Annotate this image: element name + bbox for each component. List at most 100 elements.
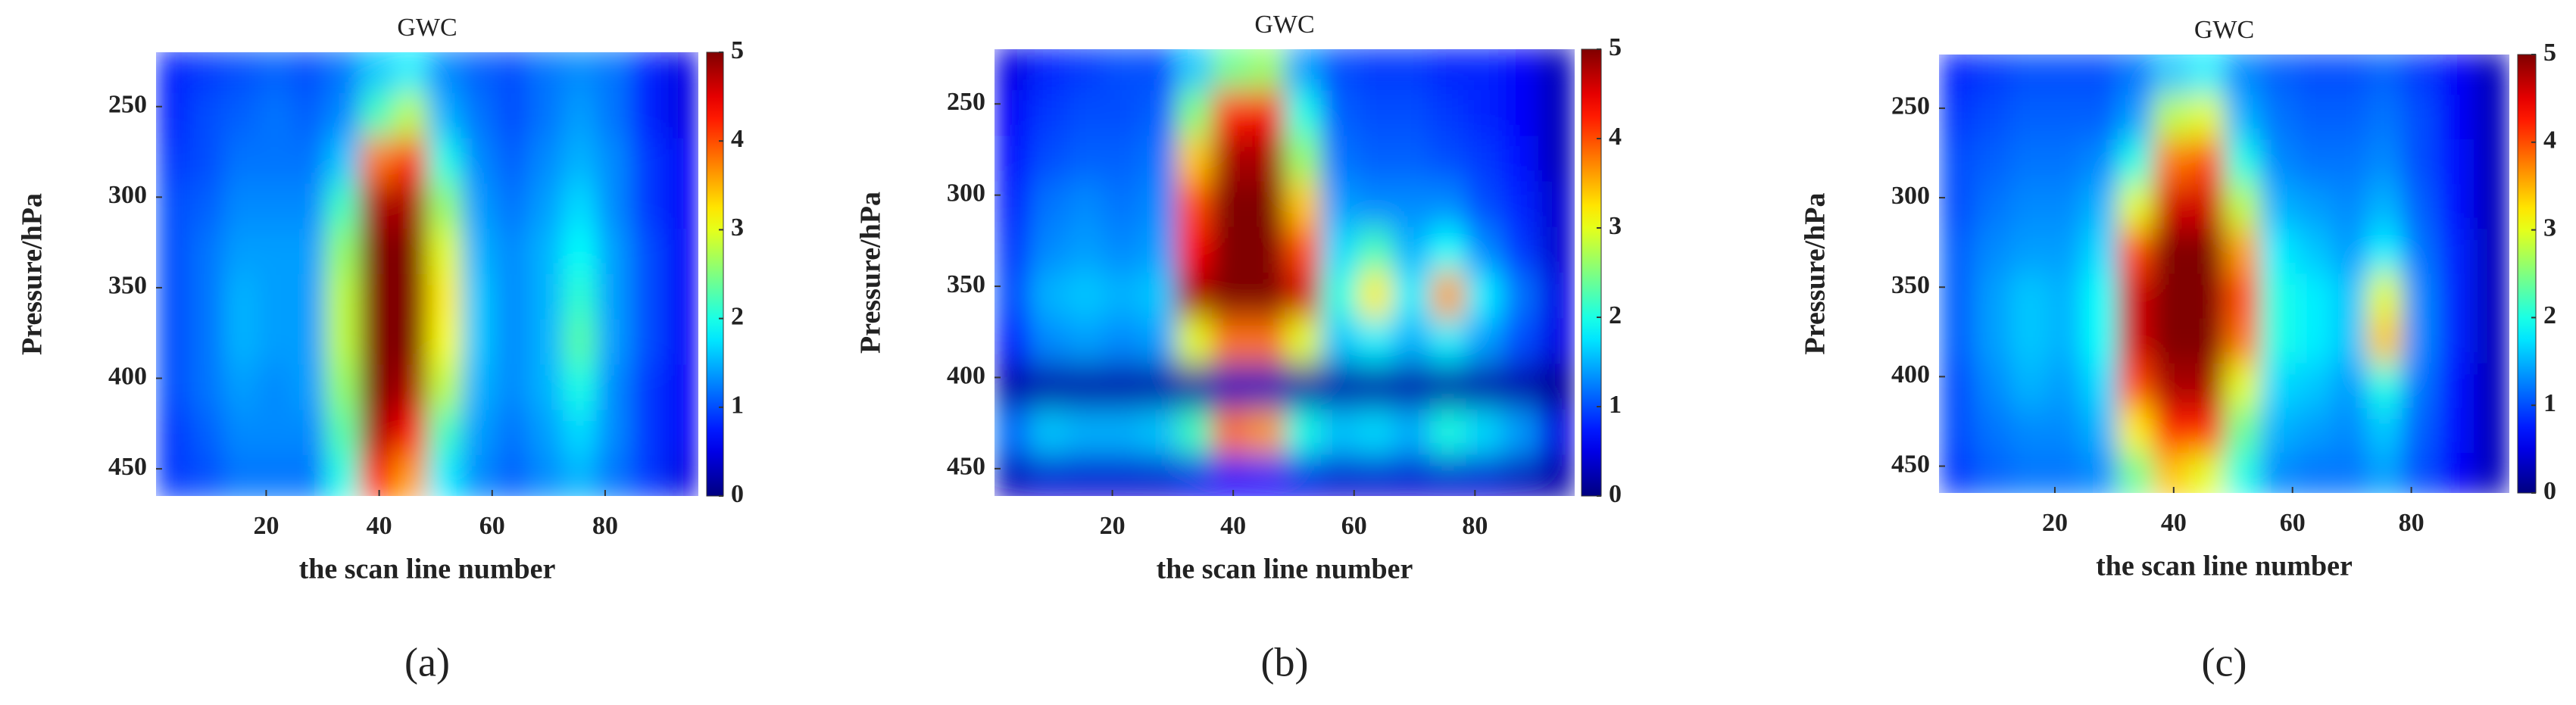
heatmap-cell <box>156 274 191 320</box>
heatmap-cell <box>258 364 292 411</box>
heatmap-cell <box>427 138 462 185</box>
heatmap-cell <box>156 92 191 139</box>
heatmap-cell <box>1939 363 1976 409</box>
heatmap-cell <box>1212 273 1250 320</box>
y-tick-label: 400 <box>947 361 985 389</box>
heatmap-cell <box>2081 55 2119 96</box>
heatmap-cell <box>664 410 698 457</box>
heatmap-cell <box>1975 95 2012 141</box>
heatmap-cell <box>393 183 428 230</box>
heatmap-cell <box>258 455 292 496</box>
heatmap-cell <box>1030 136 1068 182</box>
heatmap-cell <box>1320 318 1358 365</box>
x-tick-label: 60 <box>2280 509 2306 537</box>
heatmap-cell <box>2081 273 2119 320</box>
heatmap-cell <box>2473 318 2509 364</box>
heatmap-cell <box>325 319 361 366</box>
panel-label: (c) <box>2202 639 2247 685</box>
heatmap-cell <box>1176 409 1213 456</box>
heatmap-cell <box>1066 273 1104 320</box>
heatmap-cell <box>2010 55 2047 96</box>
heatmap-cell <box>529 229 564 275</box>
colorbar-tick-label: 0 <box>731 480 744 508</box>
heatmap-cell <box>1176 226 1213 273</box>
heatmap-cell <box>2259 452 2297 493</box>
heatmap-cell <box>2117 95 2154 141</box>
heatmap-cell <box>258 274 292 320</box>
heatmap-cell <box>1502 409 1540 456</box>
heatmap-cell <box>1538 363 1575 410</box>
heatmap-cell <box>393 229 428 275</box>
x-tick-label: 60 <box>1341 512 1367 540</box>
heatmap-cells <box>156 52 698 496</box>
heatmap-cell <box>359 455 395 496</box>
heatmap-cell <box>2402 452 2439 493</box>
heatmap-cell <box>2224 407 2261 454</box>
heatmap-cell <box>258 52 292 94</box>
heatmap-cell <box>1466 136 1503 182</box>
heatmap-cell <box>1939 452 1976 493</box>
heatmap-cell <box>1030 363 1068 410</box>
heatmap-cell <box>2259 318 2297 364</box>
heatmap-cell <box>1502 90 1540 137</box>
heatmap-cell <box>2117 139 2154 186</box>
heatmap-cell <box>1212 454 1250 496</box>
heatmap-cell <box>1139 136 1177 182</box>
heatmap-cell <box>1429 409 1467 456</box>
heatmap-cell <box>664 455 698 496</box>
heatmap-cell <box>2188 407 2225 454</box>
heatmap-cell <box>2117 407 2154 454</box>
heatmap-cell <box>1393 273 1431 320</box>
y-tick-label: 450 <box>1891 450 1930 478</box>
colorbar-tick-label: 4 <box>731 125 744 153</box>
y-axis-label: Pressure/hPa <box>1800 193 1831 355</box>
heatmap-cell <box>664 229 698 275</box>
heatmap-cell <box>1320 49 1358 92</box>
heatmap-cell <box>1466 49 1503 92</box>
heatmap-cell <box>1357 90 1394 137</box>
heatmap-cell <box>529 274 564 320</box>
heatmap-cell <box>2295 139 2332 186</box>
heatmap-cell <box>596 410 632 457</box>
heatmap-cell <box>1393 49 1431 92</box>
heatmap-cell <box>292 319 326 366</box>
heatmap-cell <box>427 52 462 94</box>
colorbar-tick-label: 5 <box>1609 33 1622 61</box>
heatmap-cell <box>1248 226 1285 273</box>
heatmap-cell <box>1030 454 1068 496</box>
heatmap-cell <box>1466 318 1503 365</box>
heatmap-cell <box>664 319 698 366</box>
heatmap-cell <box>1103 90 1141 137</box>
heatmap-cell <box>1139 454 1177 496</box>
heatmap-cell <box>325 455 361 496</box>
heatmap-cell <box>495 138 530 185</box>
heatmap-cell <box>1939 273 1976 320</box>
heatmap-cell <box>994 409 1032 456</box>
heatmap-cell <box>189 455 225 496</box>
x-tick-label: 60 <box>479 512 505 540</box>
heatmap-cell <box>1066 90 1104 137</box>
heatmap-cell <box>1502 136 1540 182</box>
heatmap-cell <box>1939 55 1976 96</box>
heatmap-cell <box>1139 363 1177 410</box>
heatmap-cell <box>664 183 698 230</box>
heatmap-cell <box>2117 363 2154 409</box>
heatmap-cell <box>1285 226 1322 273</box>
heatmap-cell <box>156 52 191 94</box>
y-tick-label: 400 <box>108 362 147 390</box>
heatmap-cell <box>2153 95 2190 141</box>
heatmap-cell <box>2224 452 2261 493</box>
heatmap-cell <box>1285 318 1322 365</box>
heatmap-cell <box>2081 184 2119 230</box>
heatmap-cell <box>664 364 698 411</box>
heatmap-cell <box>1466 409 1503 456</box>
chart-title: GWC <box>1254 11 1314 39</box>
heatmap-cell <box>2010 229 2047 275</box>
heatmap-cell <box>1429 273 1467 320</box>
colorbar-tick-label: 0 <box>2543 477 2556 505</box>
heatmap-cell <box>2259 363 2297 409</box>
heatmap-cell <box>1975 318 2012 364</box>
heatmap-cell <box>1320 90 1358 137</box>
heatmap-cell <box>393 52 428 94</box>
